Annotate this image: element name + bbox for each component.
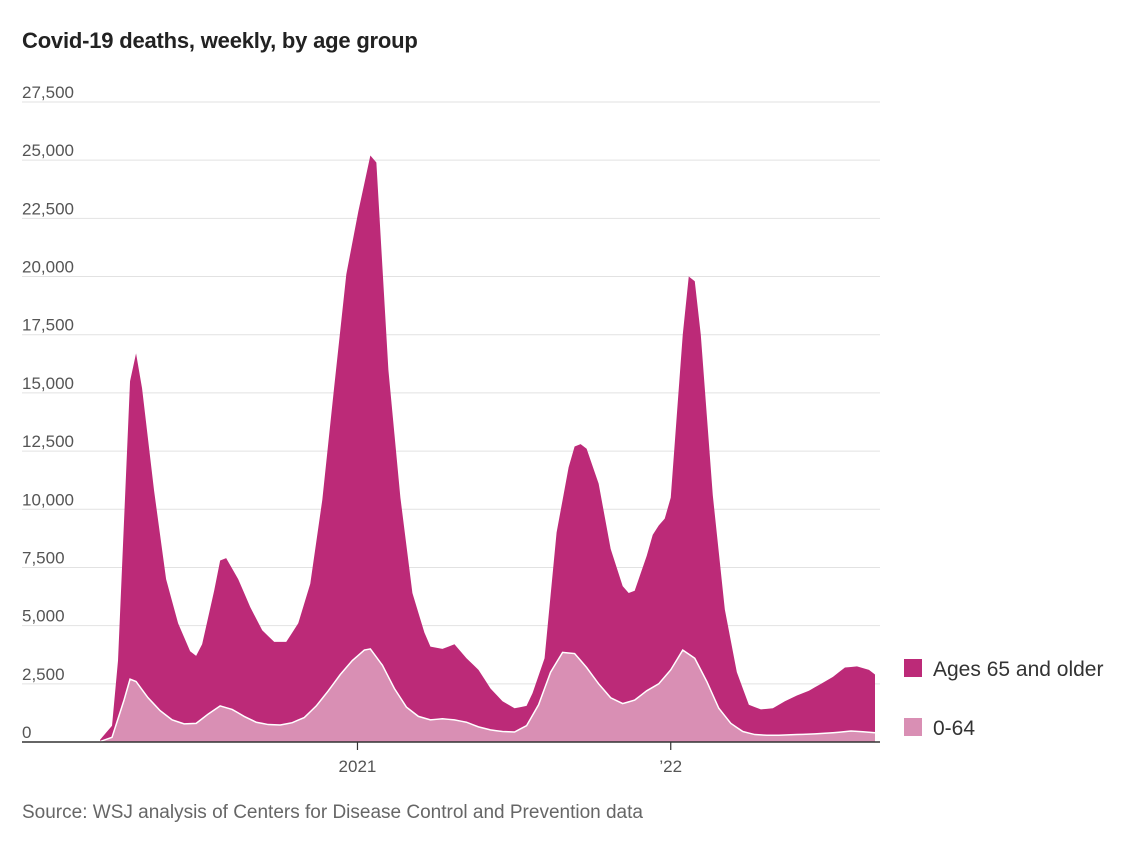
series-area-0-64 <box>100 648 875 742</box>
y-tick-label: 22,500 <box>22 199 74 218</box>
y-tick-label: 7,500 <box>22 548 65 567</box>
legend-label: 0-64 <box>933 717 975 740</box>
y-tick-label: 5,000 <box>22 607 65 626</box>
source-note: Source: WSJ analysis of Centers for Dise… <box>22 802 643 823</box>
y-tick-label: 17,500 <box>22 316 74 335</box>
y-axis-ticks: 27,500 25,000 22,500 20,000 17,500 15,000 12,5… <box>22 83 74 742</box>
legend-label: Ages 65 and older <box>933 658 1103 681</box>
y-tick-label: 25,000 <box>22 141 74 160</box>
legend-swatch <box>904 718 922 736</box>
y-tick-label: 15,000 <box>22 374 74 393</box>
legend: Ages 65 and older 0-64 <box>904 658 1103 740</box>
series-line-0-64 <box>99 648 876 743</box>
x-axis-ticks: 2021 ’22 <box>339 742 682 776</box>
series-area-ages-65-and-older <box>100 155 875 742</box>
y-tick-label: 10,000 <box>22 490 74 509</box>
x-tick-label: ’22 <box>659 757 682 776</box>
legend-swatch <box>904 659 922 677</box>
y-tick-label: 2,500 <box>22 665 65 684</box>
y-tick-label: 12,500 <box>22 432 74 451</box>
y-tick-label: 0 <box>22 723 31 742</box>
y-tick-label: 20,000 <box>22 258 74 277</box>
chart-title: Covid-19 deaths, weekly, by age group <box>22 28 418 53</box>
x-tick-label: 2021 <box>339 757 377 776</box>
y-tick-label: 27,500 <box>22 83 74 102</box>
